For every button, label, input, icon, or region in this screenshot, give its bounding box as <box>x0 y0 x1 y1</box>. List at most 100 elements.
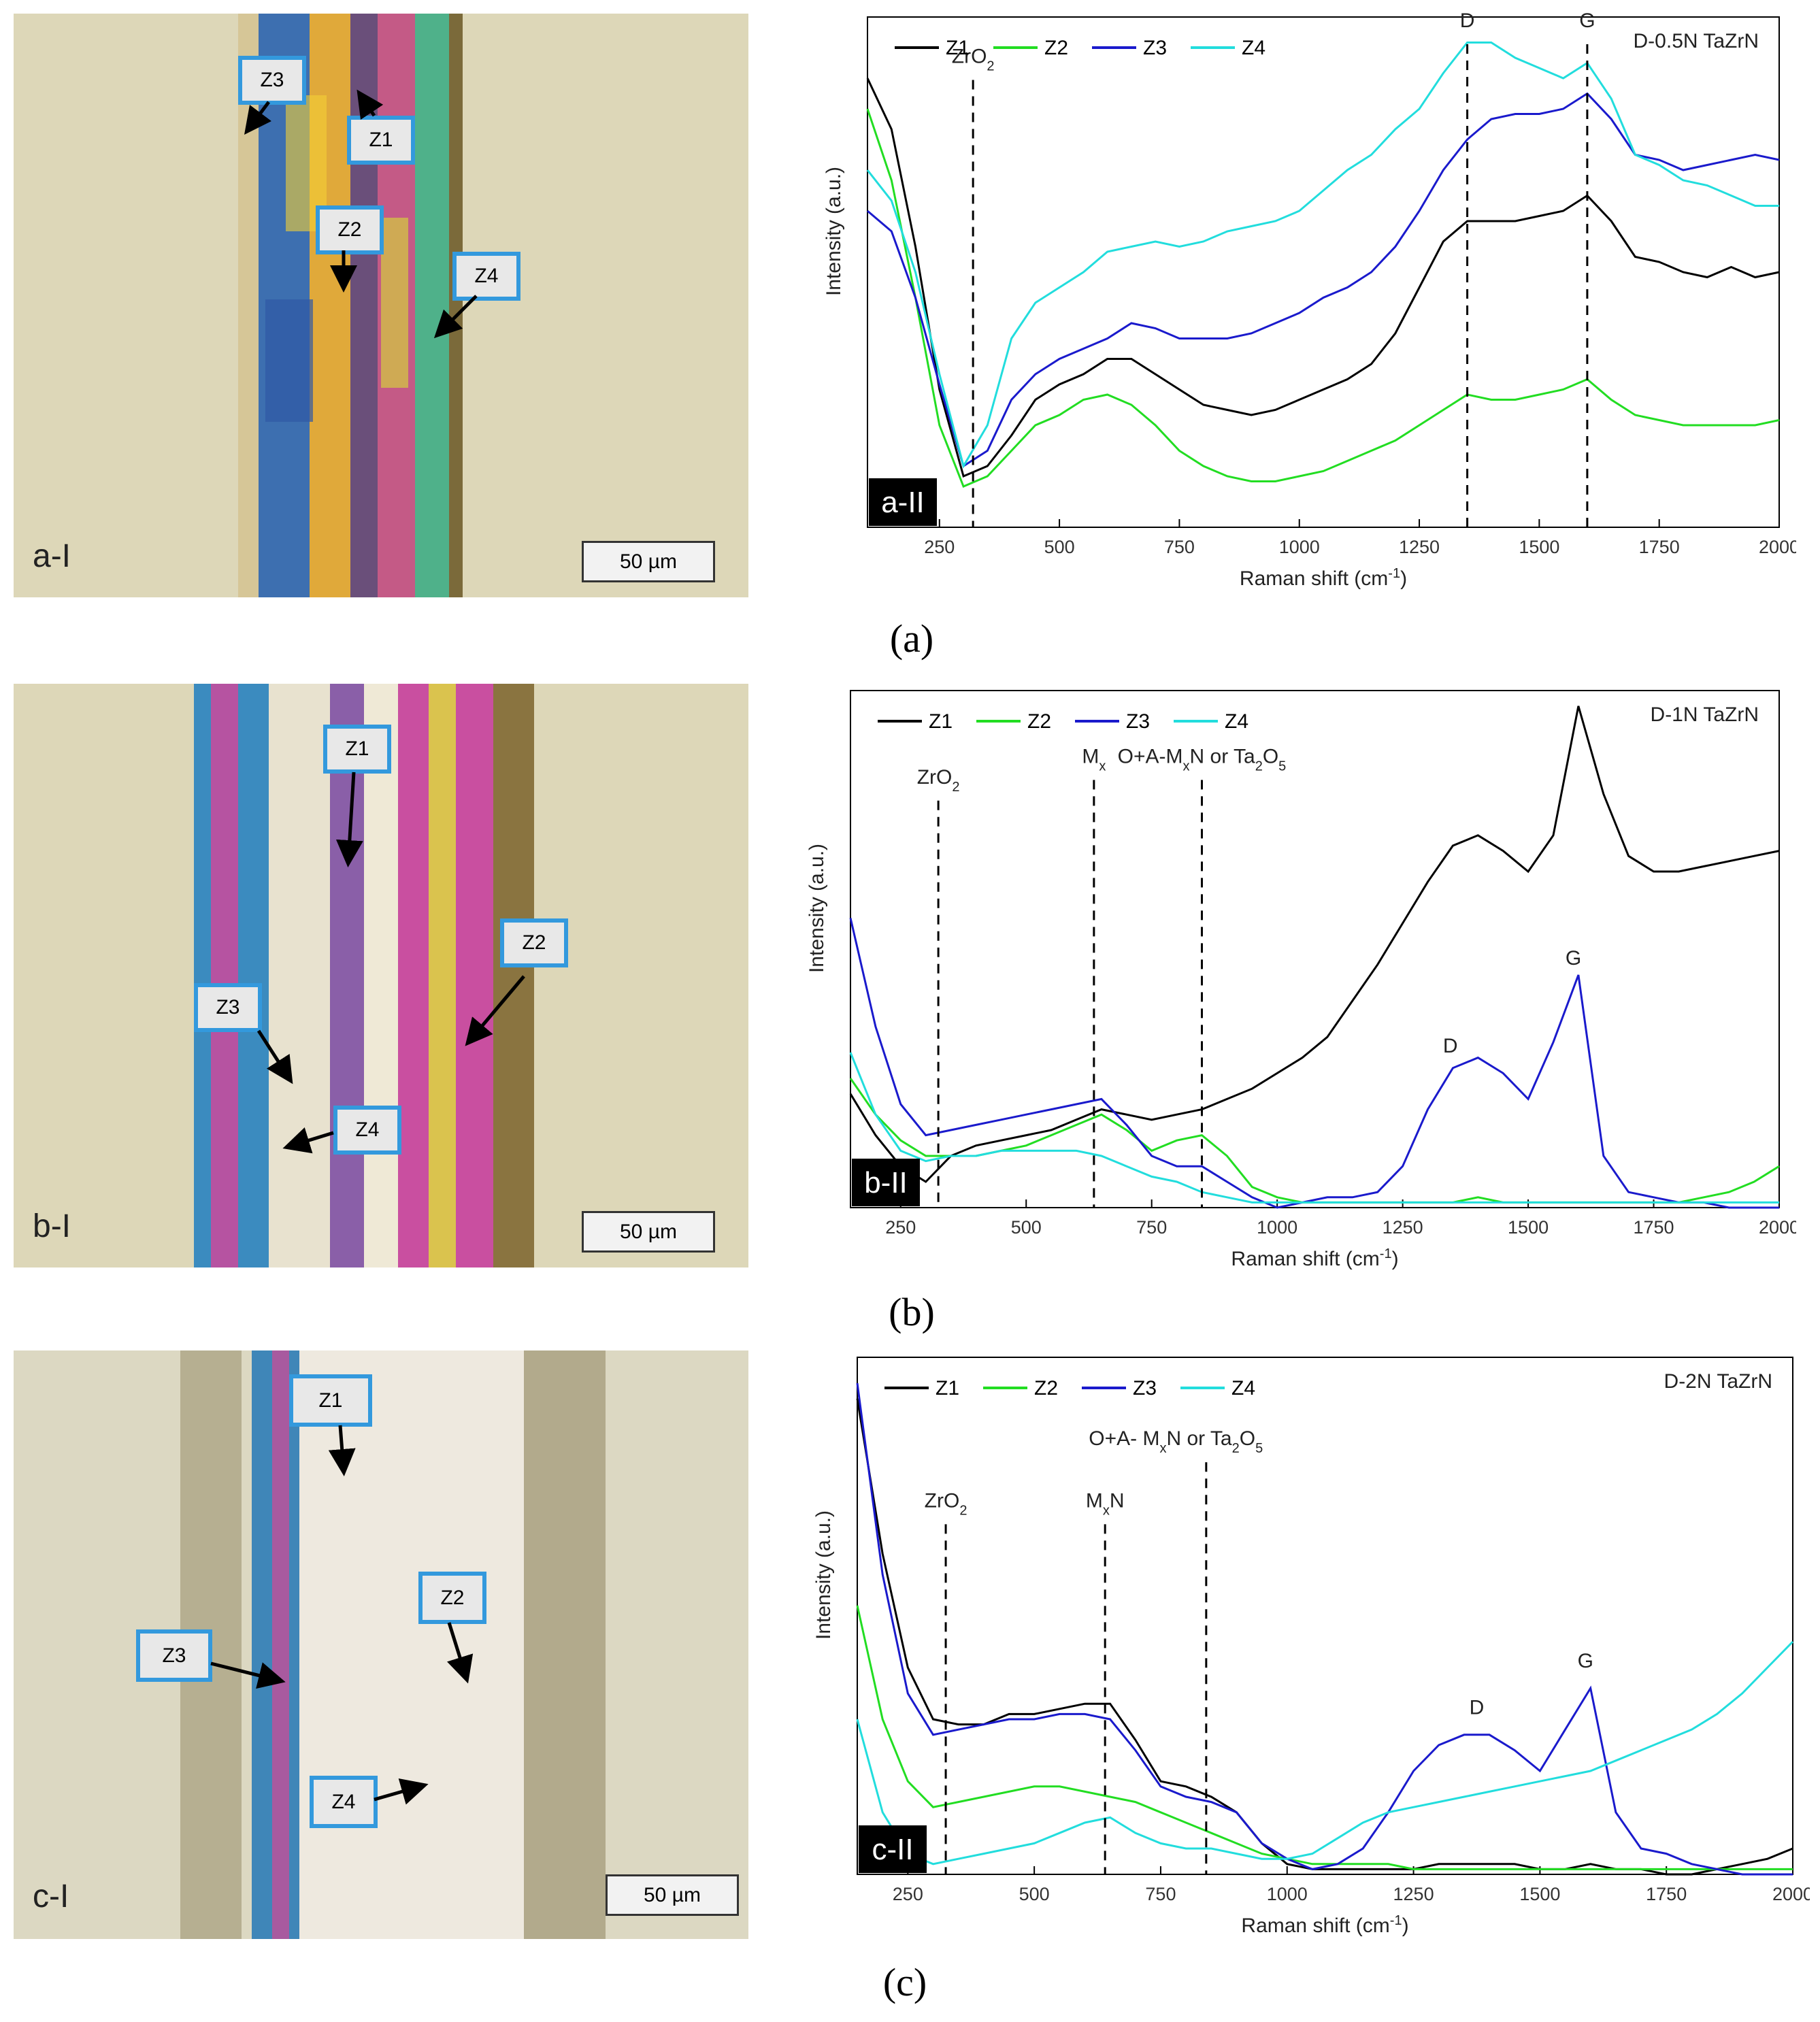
plot-frame <box>867 16 1780 528</box>
micro-c-zone-z2: Z2 <box>418 1572 486 1624</box>
micrograph-c-image <box>14 1350 748 1939</box>
x-tick-label: 1250 <box>1383 1217 1423 1238</box>
raman-chart-b: 250 500 750 1000 1250 1500 1750 2000 ZrO2 Mx O+A-M… <box>806 690 1800 1270</box>
micro-b-zone-z4: Z4 <box>333 1106 401 1155</box>
x-tick-label: 1500 <box>1519 537 1559 557</box>
micro-b-panel-label: b-I <box>33 1208 71 1244</box>
legend-label: Z2 <box>1034 1377 1058 1399</box>
series-z1 <box>866 78 1780 478</box>
x-tick-label: 1000 <box>1257 1217 1297 1238</box>
series-z3 <box>867 92 1780 468</box>
annotation-label: G <box>1578 1650 1593 1672</box>
plot-frame <box>850 690 1780 1208</box>
raman-chart-a: 250 500 750 1000 1250 1500 1750 2000 ZrO2 D G Z1 Z2 Z… <box>823 10 1800 590</box>
x-tick-label: 1250 <box>1399 537 1440 557</box>
y-axis-label: Intensity (a.u.) <box>823 167 845 296</box>
micro-a-zone-z3: Z3 <box>238 56 306 105</box>
raman-chart-c: 250 500 750 1000 1250 1500 1750 2000 ZrO2 MxN O+A-… <box>812 1357 1813 1937</box>
micro-c-zone-z3: Z3 <box>136 1629 212 1682</box>
panel-label: b-II <box>864 1166 908 1199</box>
legend-label: Z1 <box>946 37 970 59</box>
micro-c-zone-z4: Z4 <box>310 1776 378 1828</box>
legend-label: Z1 <box>936 1377 959 1399</box>
micro-b-scale-bar: 50 µm <box>582 1211 715 1253</box>
annotation-label: Mx <box>1082 745 1106 774</box>
annotation-label: G <box>1566 947 1581 969</box>
caption-c: (c) <box>882 1960 927 2004</box>
micro-c-scale-bar: 50 µm <box>606 1874 739 1916</box>
micrograph-b: b-I 50 µm Z1 Z2 Z3 Z4 <box>14 684 748 1267</box>
legend-label: Z4 <box>1231 1377 1255 1399</box>
panel-label: a-II <box>881 486 925 519</box>
series-z3 <box>856 1382 1793 1876</box>
legend-label: Z3 <box>1126 710 1150 733</box>
x-tick-label: 1000 <box>1267 1884 1308 1904</box>
x-tick-label: 500 <box>1011 1217 1042 1238</box>
x-tick-label: 500 <box>1044 537 1075 557</box>
micrograph-b-image <box>14 684 748 1267</box>
micro-b-scale-text: 50 µm <box>620 1221 677 1243</box>
series-z1 <box>849 706 1780 1183</box>
raman-plot-a: 250 500 750 1000 1250 1500 1750 2000 ZrO2 D G Z1 Z2 Z… <box>782 10 1800 609</box>
legend-label: Z2 <box>1044 37 1068 59</box>
x-axis-label: Raman shift (cm-1) <box>1241 1913 1408 1937</box>
annotation-label: O+A-MxN or Ta2O5 <box>1118 745 1287 774</box>
annotation-label: MxN <box>1086 1489 1125 1518</box>
micro-b-zone-z1: Z1 <box>323 725 391 774</box>
x-tick-label: 1000 <box>1279 537 1320 557</box>
y-axis-label: Intensity (a.u.) <box>812 1510 835 1640</box>
annotation-label: G <box>1579 10 1595 32</box>
micro-c-zone-z1: Z1 <box>289 1374 372 1427</box>
chart-title: D-2N TaZrN <box>1664 1370 1772 1393</box>
raman-plot-c: 250 500 750 1000 1250 1500 1750 2000 ZrO2 MxN O+A-… <box>782 1350 1813 1949</box>
panel-label-box <box>852 1159 920 1206</box>
legend-label: Z4 <box>1242 37 1265 59</box>
series-z4 <box>849 1052 1779 1204</box>
x-tick-label: 2000 <box>1759 1217 1796 1238</box>
x-tick-label: 250 <box>885 1217 916 1238</box>
x-tick-label: 1500 <box>1508 1217 1549 1238</box>
series-z2 <box>856 1605 1793 1870</box>
panel-label-box <box>869 478 937 526</box>
caption-a: (a) <box>889 616 934 661</box>
micrograph-a-image <box>14 14 748 597</box>
series-z4 <box>856 1640 1794 1866</box>
x-tick-label: 1750 <box>1634 1217 1674 1238</box>
x-tick-label: 250 <box>893 1884 923 1904</box>
chart-title: D-1N TaZrN <box>1651 703 1759 726</box>
legend-label: Z1 <box>929 710 953 733</box>
legend-label: Z3 <box>1143 37 1167 59</box>
micro-a-panel-label: a-I <box>33 538 71 574</box>
x-tick-label: 1750 <box>1646 1884 1687 1904</box>
x-tick-label: 2000 <box>1772 1884 1810 1904</box>
series-z2 <box>866 108 1780 488</box>
annotation-label: ZrO2 <box>917 766 960 795</box>
micro-a-scale-bar: 50 µm <box>582 541 715 582</box>
y-axis-label: Intensity (a.u.) <box>806 844 828 973</box>
series-z4 <box>866 42 1779 469</box>
x-tick-label: 500 <box>1019 1884 1050 1904</box>
micro-a-zone-z4: Z4 <box>452 252 520 301</box>
x-tick-label: 250 <box>924 537 955 557</box>
micro-c-scale-text: 50 µm <box>644 1884 701 1906</box>
annotation-label: ZrO2 <box>952 46 995 74</box>
micro-a-zone-z2: Z2 <box>316 205 384 254</box>
x-axis-label: Raman shift (cm-1) <box>1240 566 1407 590</box>
x-tick-label: 2000 <box>1759 537 1796 557</box>
raman-plot-b: 250 500 750 1000 1250 1500 1750 2000 ZrO2 Mx O+A-M… <box>782 684 1800 1282</box>
panel-label-box <box>859 1825 927 1873</box>
legend-label: Z2 <box>1027 710 1051 733</box>
panel-label: c-II <box>872 1833 913 1866</box>
annotation-label: D <box>1460 10 1475 32</box>
legend-label: Z4 <box>1225 710 1248 733</box>
annotation-label: O+A- MxN or Ta2O5 <box>1089 1427 1263 1456</box>
chart-title: D-0.5N TaZrN <box>1634 30 1759 52</box>
x-tick-label: 750 <box>1136 1217 1167 1238</box>
x-axis-label: Raman shift (cm-1) <box>1231 1246 1398 1270</box>
micro-a-scale-text: 50 µm <box>620 550 677 573</box>
x-tick-label: 1250 <box>1393 1884 1434 1904</box>
annotation-label: D <box>1470 1696 1485 1719</box>
micro-c-panel-label: c-I <box>33 1878 69 1915</box>
series-z3 <box>849 918 1779 1209</box>
micro-b-zone-z3: Z3 <box>194 983 262 1032</box>
